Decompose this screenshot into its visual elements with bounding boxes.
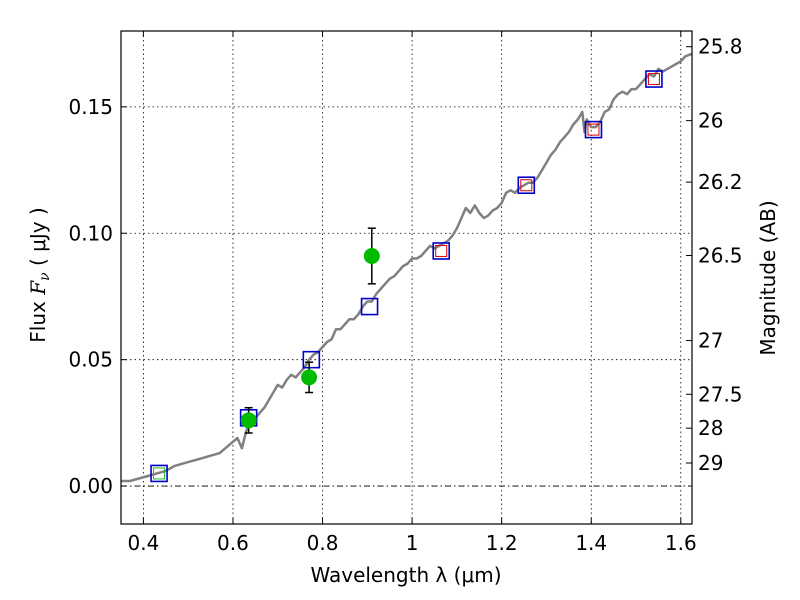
y2-tick-label: 29 <box>698 451 723 475</box>
x-tick-label: 1 <box>406 531 419 555</box>
y2-tick-label: 27.5 <box>698 382 743 406</box>
model-photometry-square <box>150 464 168 483</box>
y-tick-label: 0.05 <box>68 348 113 372</box>
y-axis-label-sub: ν <box>37 272 53 281</box>
y2-tick-label: 27 <box>698 329 723 353</box>
model-photometry-square <box>432 242 451 260</box>
model-photometry-square <box>360 297 379 316</box>
x-tick-label: 1.6 <box>665 531 697 555</box>
model-photometry-square <box>302 350 321 369</box>
x-axis: 0.4 0.6 0.8 1 1.2 1.4 1.6 <box>127 31 697 555</box>
inner-photometry-square <box>647 73 660 86</box>
grid-lines <box>121 31 692 524</box>
x-tick-label: 0.4 <box>127 531 159 555</box>
y2-tick-label: 25.8 <box>698 35 743 59</box>
y-axis-label-post: ( μJy ) <box>26 207 50 272</box>
model-photometry-square <box>584 120 603 139</box>
model-photometry-square <box>645 70 663 88</box>
y-tick-label: 0.10 <box>68 221 113 245</box>
observed-data-point <box>240 412 257 429</box>
y2-axis-label: Magnitude (AB) <box>756 200 780 355</box>
observed-data-point <box>363 248 380 265</box>
y2-tick-label: 26.5 <box>698 244 743 268</box>
x-tick-label: 0.8 <box>307 531 339 555</box>
plot-frame <box>120 30 693 525</box>
y2-tick-label: 28 <box>698 416 723 440</box>
x-axis-label: Wavelength λ (μm) <box>310 563 501 587</box>
y2-tick-label: 26.2 <box>698 170 743 194</box>
inner-photometry-square <box>153 467 166 480</box>
y-axis-label-var: F <box>26 280 50 296</box>
plot-series <box>121 52 693 483</box>
inner-photometry-square <box>520 179 533 192</box>
y-tick-label: 0.15 <box>68 95 113 119</box>
x-tick-label: 0.6 <box>217 531 249 555</box>
model-spectrum-line <box>121 52 693 483</box>
y2-tick-label: 26 <box>698 109 723 133</box>
model-photometry-square <box>517 176 536 195</box>
x-tick-label: 1.4 <box>575 531 607 555</box>
y-tick-label: 0.00 <box>68 474 113 498</box>
y-axis-label: Flux Fν ( μJy ) <box>26 207 53 342</box>
y-axis: 0.00 0.05 0.10 0.15 <box>68 95 127 498</box>
y-axis-label-pre: Flux <box>26 295 50 343</box>
x-tick-label: 1.2 <box>486 531 518 555</box>
y2-axis: 25.8 26 26.2 26.5 27 27.5 28 29 <box>686 35 743 475</box>
inner-photometry-square <box>587 123 600 136</box>
observed-data-point <box>301 369 318 386</box>
inner-photometry-square <box>435 244 448 257</box>
